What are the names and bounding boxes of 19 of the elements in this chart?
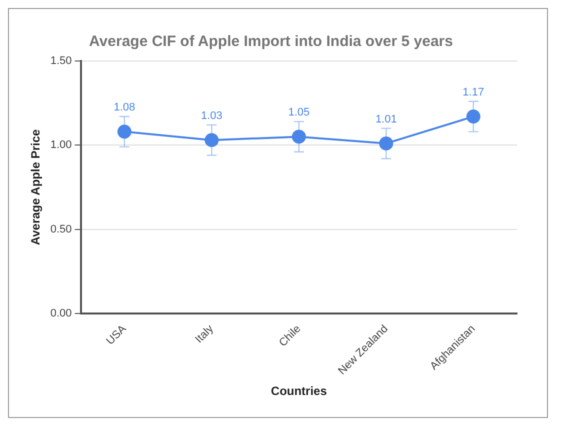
point (204, 133, 219, 148)
data-label: 1.03 (200, 110, 222, 122)
x-tick-label: USA (104, 322, 130, 348)
data-label: 1.05 (288, 106, 310, 119)
data-label: 1.01 (375, 113, 397, 126)
point (466, 110, 480, 124)
point (117, 124, 132, 139)
point (292, 130, 306, 144)
x-tick-label: Italy (193, 322, 216, 346)
data-label: 1.08 (114, 102, 136, 114)
y-tick-label: 0.00 (50, 307, 72, 320)
x-axis-title: Countries (270, 384, 328, 398)
point (379, 136, 394, 150)
y-tick-label: 1.50 (50, 55, 72, 68)
y-axis-title: Average Apple Price (28, 128, 43, 246)
y-tick-label: 0.50 (50, 223, 72, 236)
chart-title: Average CIF of Apple Import into India over 5 years (89, 33, 453, 50)
data-label: 1.17 (462, 86, 484, 98)
y-tick-label: 1.00 (50, 139, 72, 152)
